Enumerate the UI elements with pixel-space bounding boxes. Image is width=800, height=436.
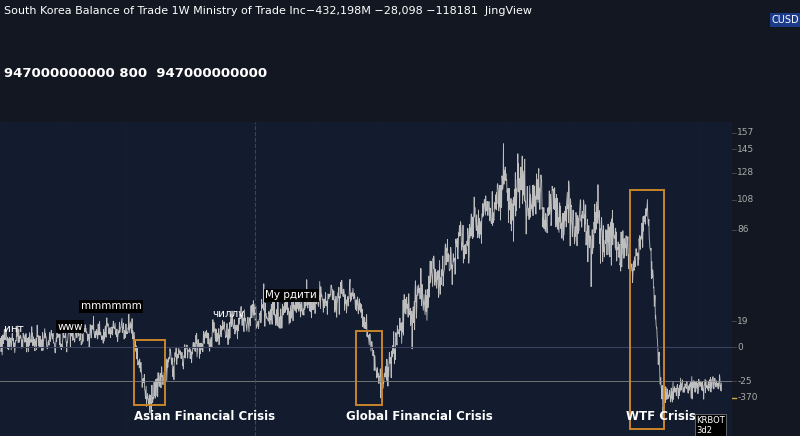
- Text: mmmmmm: mmmmmm: [81, 301, 142, 311]
- Text: чиллу: чиллу: [212, 309, 245, 319]
- Text: 86: 86: [738, 225, 749, 235]
- Text: Asian Financial Crisis: Asian Financial Crisis: [134, 410, 274, 423]
- Bar: [357, 331, 382, 405]
- Text: 19: 19: [738, 317, 749, 326]
- Text: инт: инт: [4, 324, 24, 334]
- Text: 145: 145: [738, 145, 754, 154]
- Text: 947000000000 800  947000000000: 947000000000 800 947000000000: [4, 67, 267, 80]
- Text: Global Financial Crisis: Global Financial Crisis: [346, 410, 493, 423]
- Text: 0: 0: [738, 343, 743, 352]
- Text: 157: 157: [738, 129, 754, 137]
- Text: 128: 128: [738, 168, 754, 177]
- Text: -370: -370: [738, 393, 758, 402]
- Text: KRBOT
3d2: KRBOT 3d2: [696, 416, 725, 435]
- Text: WTF Crisis: WTF Crisis: [626, 410, 696, 423]
- Text: www: www: [58, 321, 82, 331]
- Text: Му рдити: Му рдити: [266, 290, 317, 300]
- Bar: [134, 341, 166, 405]
- Text: 108: 108: [738, 195, 754, 204]
- Bar: [630, 191, 664, 429]
- Text: South Korea Balance of Trade 1W Ministry of Trade Inc−432,198M −28,098 −118181  : South Korea Balance of Trade 1W Ministry…: [4, 6, 532, 16]
- Text: CUSD: CUSD: [772, 15, 800, 25]
- Text: -25: -25: [738, 377, 752, 386]
